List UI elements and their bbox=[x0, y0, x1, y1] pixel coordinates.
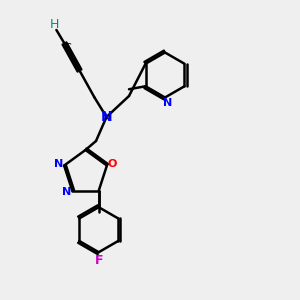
Text: F: F bbox=[94, 254, 103, 267]
Text: C: C bbox=[64, 43, 71, 53]
Text: N: N bbox=[164, 98, 172, 109]
Text: N: N bbox=[62, 187, 71, 197]
Text: N: N bbox=[101, 110, 112, 124]
Text: O: O bbox=[108, 159, 117, 169]
Text: H: H bbox=[49, 17, 59, 31]
Text: N: N bbox=[54, 159, 63, 169]
